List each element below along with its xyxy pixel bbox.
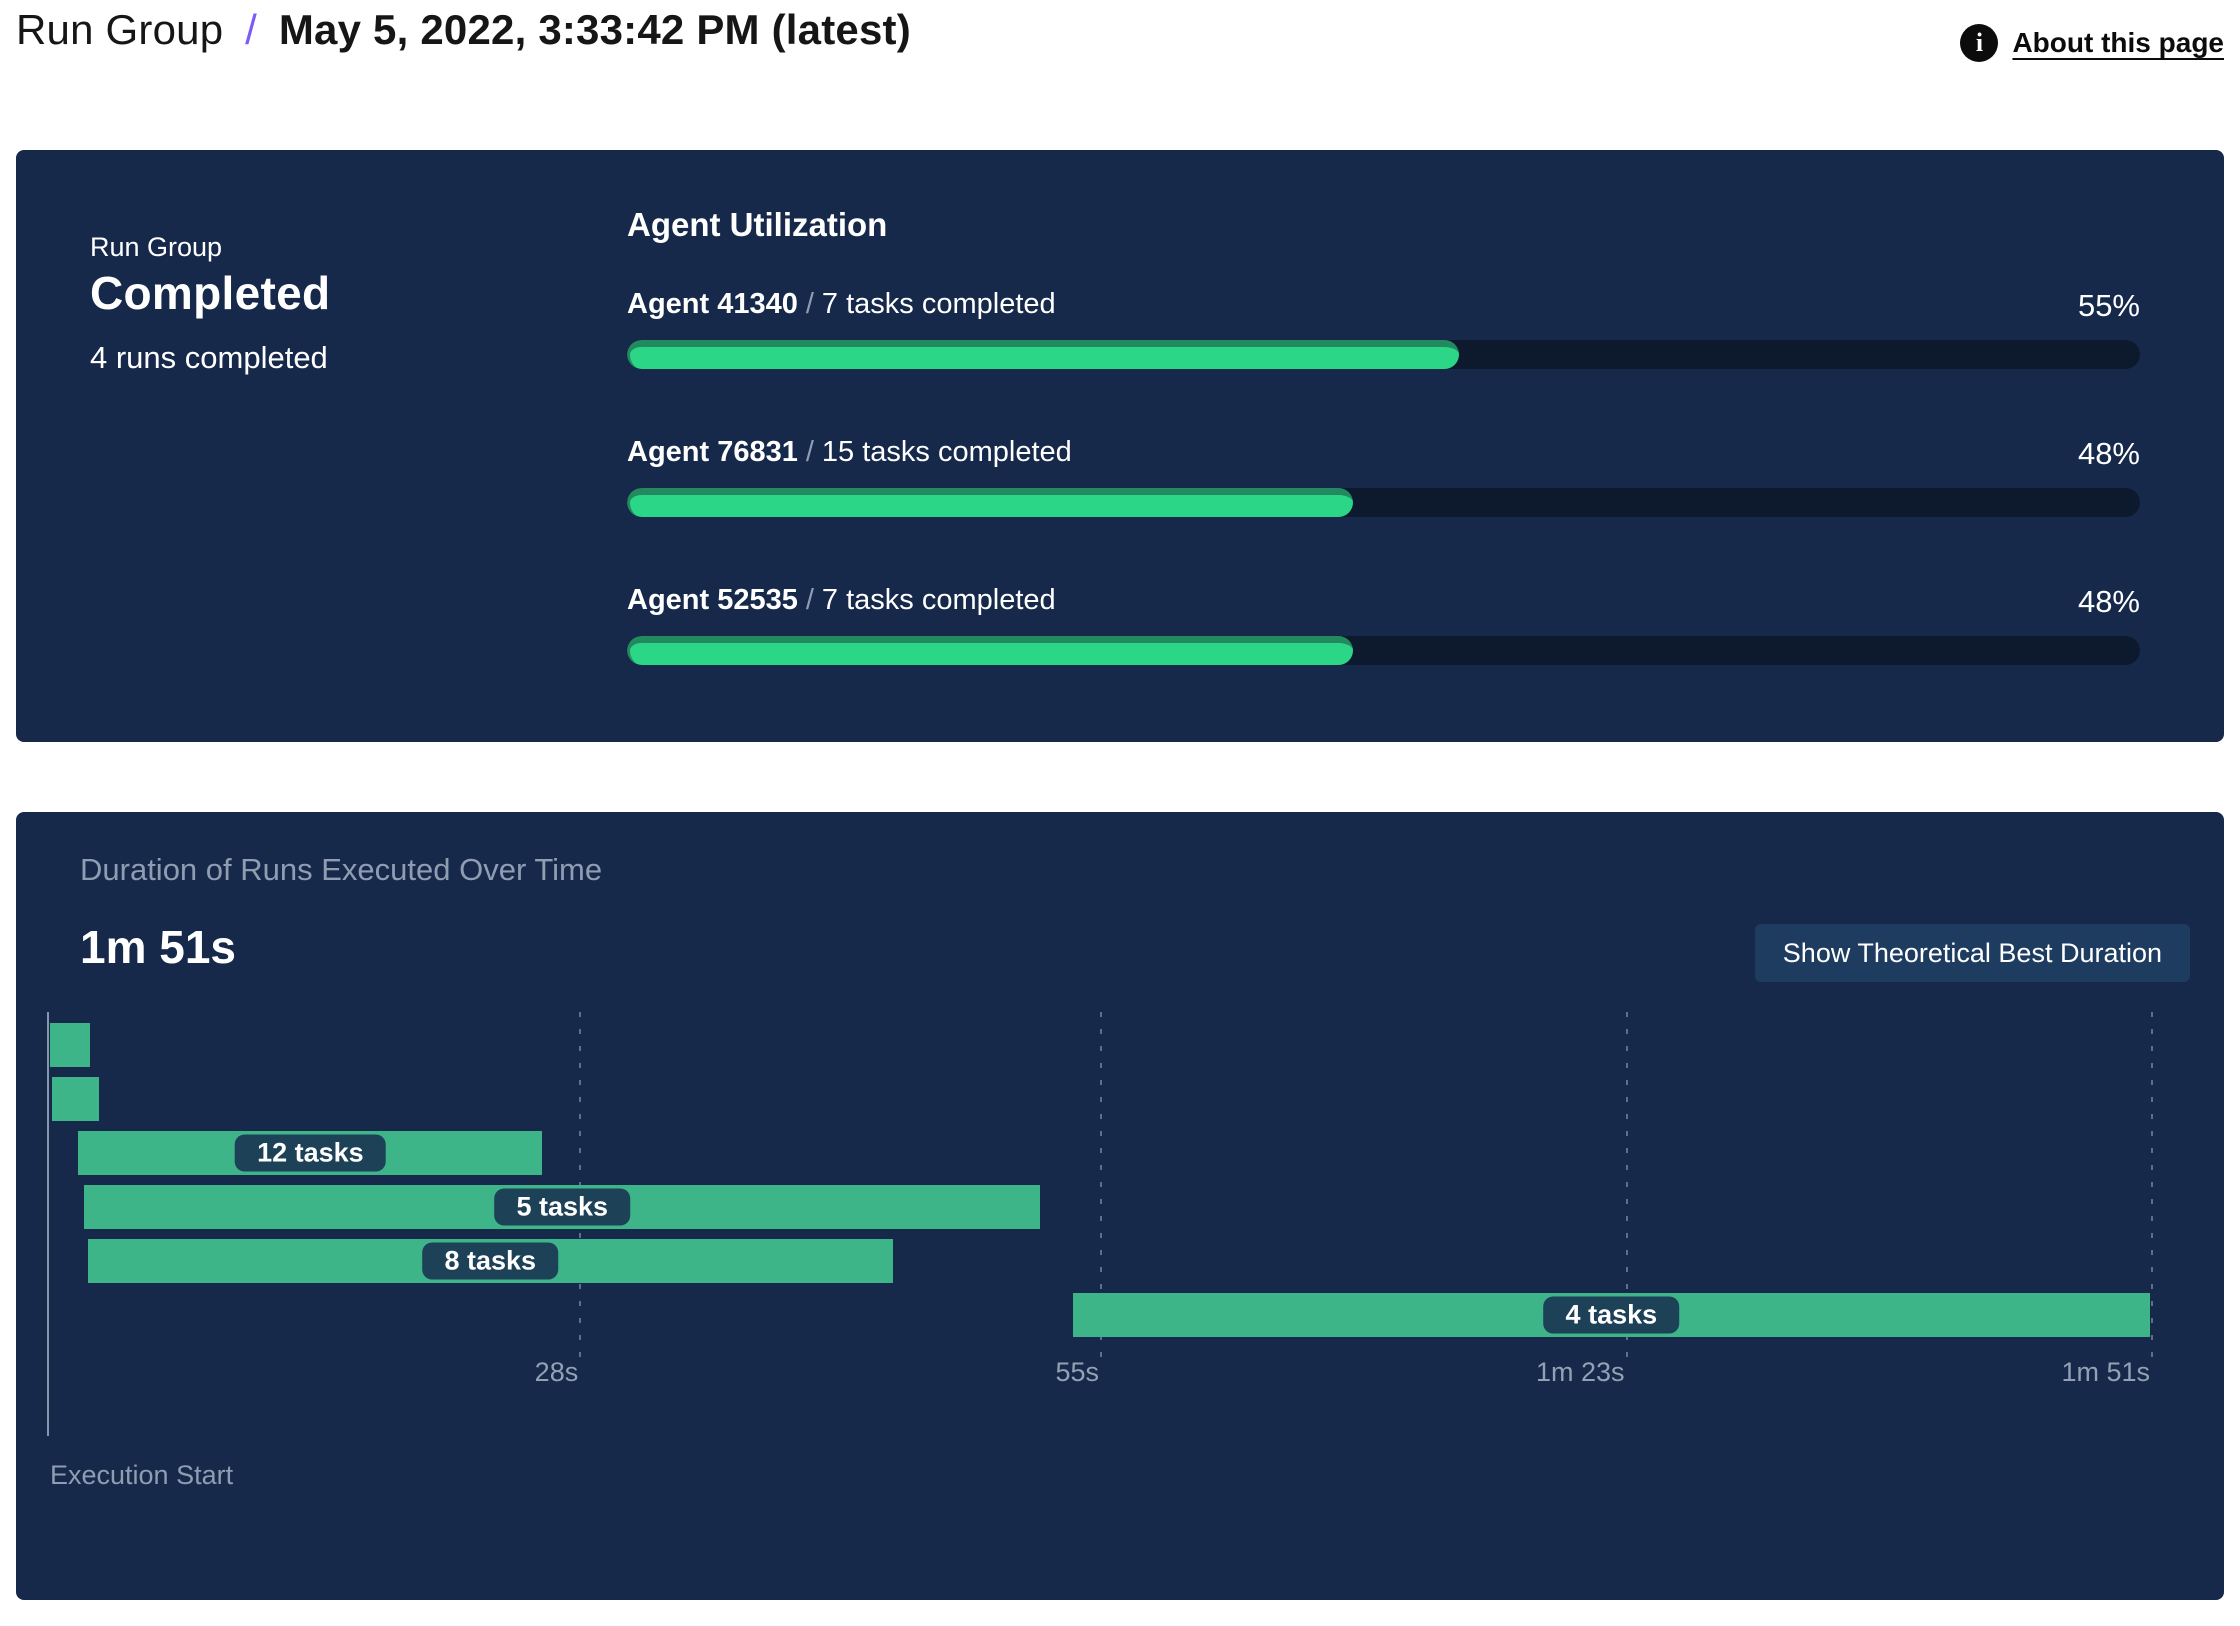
agent-label-separator: / [805,288,814,320]
agent-label-separator: / [805,584,814,616]
agent-name: Agent 76831 [627,436,798,468]
breadcrumb-run-group: Run Group [16,6,224,53]
utilization-progressbar-fill [627,636,1354,665]
agent-label: Agent 76831/15 tasks completed [627,436,1072,469]
x-axis-tick-label: 1m 51s [2061,1357,2150,1387]
utilization-progressbar-fill [627,340,1460,369]
gantt-bar[interactable]: 4 tasks [1072,1293,2151,1337]
agent-tasks-completed: 15 tasks completed [821,436,1072,468]
task-count-badge: 8 tasks [422,1242,559,1280]
duration-chart-card: Duration of Runs Executed Over Time 1m 5… [16,812,2224,1600]
gridline [2151,1012,2153,1360]
gridline [1100,1012,1102,1360]
execution-start-label: Execution Start [50,1460,234,1490]
agent-name: Agent 52535 [627,584,798,616]
runs-completed-text: 4 runs completed [90,340,328,375]
gantt-bar[interactable]: 5 tasks [84,1185,1041,1229]
duration-chart-title: Duration of Runs Executed Over Time [80,852,603,887]
page-header: Run Group / May 5, 2022, 3:33:42 PM (lat… [0,0,2240,110]
task-count-badge: 12 tasks [235,1134,386,1172]
execution-start-axis-line [47,1012,49,1436]
utilization-progressbar-track [627,488,2140,517]
agent-row: Agent 76831/15 tasks completed 48% [627,436,2140,556]
x-axis-tick-label: 1m 23s [1535,1357,1625,1387]
agent-tasks-completed: 7 tasks completed [821,288,1056,320]
breadcrumb-run-timestamp: May 5, 2022, 3:33:42 PM (latest) [278,6,911,53]
gridline [1625,1012,1628,1360]
agent-label-separator: / [805,436,814,468]
run-group-status: Completed [90,267,331,319]
gantt-bar[interactable] [50,1023,90,1067]
agent-utilization-percent: 55% [2077,288,2140,323]
agent-utilization-percent: 48% [2077,436,2140,471]
x-axis-tick-label: 55s [1055,1357,1099,1387]
gantt-bar[interactable] [51,1077,100,1121]
gantt-plot: 28s 55s 1m 23s 1m 51s 12 tasks 5 tasks 8 tasks… [50,1012,2153,1387]
breadcrumb-separator: / [245,6,257,53]
utilization-progressbar-fill [627,488,1354,517]
agent-label: Agent 52535/7 tasks completed [627,584,1056,617]
agent-row: Agent 41340/7 tasks completed 55% [627,288,2140,408]
agent-utilization-list: Agent 41340/7 tasks completed 55% Agent … [627,150,2140,742]
about-this-page-link[interactable]: i About this page [1960,24,2224,62]
agent-row: Agent 52535/7 tasks completed 48% [627,584,2140,704]
x-axis-tick-label: 28s [534,1357,579,1387]
agent-utilization-title: Agent Utilization [627,206,888,243]
agent-tasks-completed: 7 tasks completed [821,584,1056,616]
task-count-badge: 4 tasks [1543,1296,1680,1334]
info-icon: i [1960,24,1999,62]
utilization-progressbar-track [627,340,2140,369]
agent-utilization-percent: 48% [2077,584,2140,619]
gantt-bar[interactable]: 8 tasks [87,1239,893,1283]
utilization-progressbar-track [627,636,2140,665]
agent-name: Agent 41340 [627,288,798,320]
task-count-badge: 5 tasks [494,1188,631,1226]
run-group-summary-card: Run Group Completed 4 runs completed Age… [16,150,2224,742]
page-title: Run Group / May 5, 2022, 3:33:42 PM (lat… [16,6,911,54]
run-group-label: Run Group [90,232,223,262]
agent-label: Agent 41340/7 tasks completed [627,288,1056,321]
show-theoretical-best-duration-button[interactable]: Show Theoretical Best Duration [1754,924,2190,982]
total-duration-value: 1m 51s [80,921,237,973]
gantt-bar[interactable]: 12 tasks [78,1131,543,1175]
about-link-label: About this page [2012,27,2224,58]
